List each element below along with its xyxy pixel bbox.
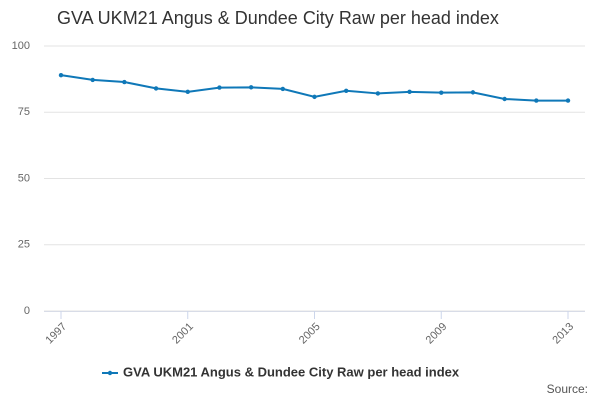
legend-label: GVA UKM21 Angus & Dundee City Raw per he… bbox=[123, 364, 460, 379]
data-point bbox=[470, 90, 476, 95]
x-tick-label: 2001 bbox=[170, 321, 196, 347]
y-tick-label: 75 bbox=[18, 106, 30, 118]
x-tick-label: 2009 bbox=[424, 321, 450, 347]
data-point bbox=[407, 89, 412, 95]
data-point bbox=[439, 90, 444, 95]
data-point bbox=[565, 98, 571, 103]
x-tick-label: 2013 bbox=[550, 321, 576, 347]
data-point bbox=[58, 72, 64, 78]
x-tick-label: 1997 bbox=[43, 321, 69, 347]
chart-title: GVA UKM21 Angus & Dundee City Raw per he… bbox=[57, 8, 499, 28]
y-tick-label: 50 bbox=[18, 172, 30, 184]
source: Source: bbox=[547, 382, 588, 396]
data-point bbox=[343, 88, 349, 93]
data-point bbox=[375, 91, 381, 96]
y-tick-label: 0 bbox=[24, 305, 30, 317]
data-point bbox=[534, 98, 539, 103]
data-point bbox=[502, 96, 507, 102]
y-tick-label: 25 bbox=[18, 239, 30, 251]
data-point bbox=[217, 85, 222, 90]
data-point bbox=[185, 89, 190, 95]
x-tick-label: 2005 bbox=[297, 321, 323, 347]
y-tick-label: 100 bbox=[12, 40, 30, 52]
data-point bbox=[248, 85, 254, 90]
data-point bbox=[312, 94, 317, 100]
legend-marker bbox=[107, 370, 113, 376]
data-point bbox=[153, 86, 159, 91]
data-point bbox=[122, 79, 127, 85]
data-point bbox=[90, 77, 95, 83]
data-point bbox=[280, 86, 286, 92]
